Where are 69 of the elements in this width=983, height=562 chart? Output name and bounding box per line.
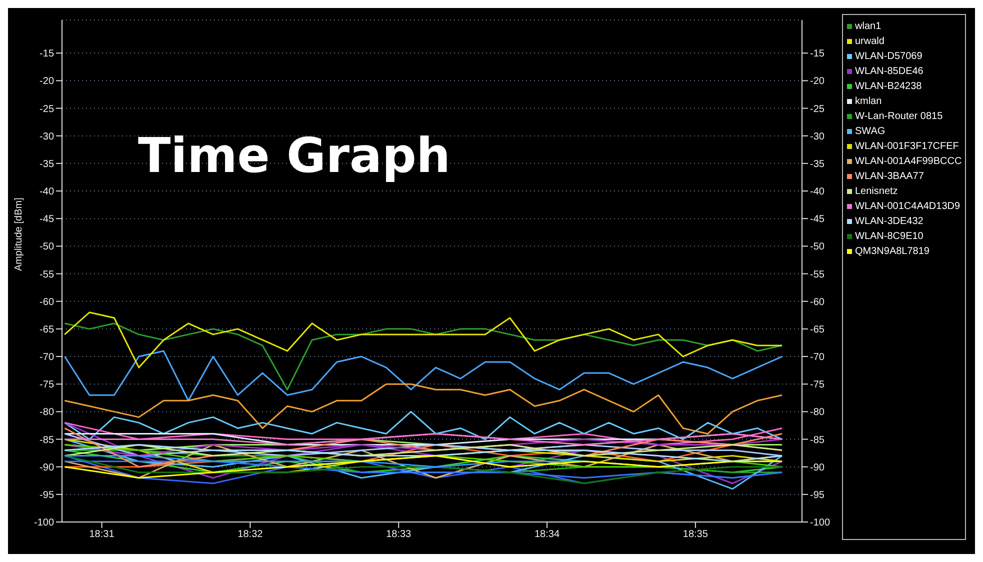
line-series <box>64 322 783 390</box>
legend-label: QM3N9A8L7819 <box>855 246 930 257</box>
y-tick-label: -50 <box>40 242 54 253</box>
y2-tick-label: -20 <box>810 76 825 88</box>
y2-tick-label: -45 <box>810 214 825 226</box>
line-series <box>64 460 783 479</box>
legend-label: WLAN-001F3F17CFEF <box>855 141 959 152</box>
y-tick-label: -45 <box>40 214 54 226</box>
y2-tick-label: -65 <box>810 324 825 336</box>
y-tick-label: -25 <box>40 104 54 115</box>
x-tick-label: 18:32 <box>238 529 264 540</box>
y-tick-label: -95 <box>40 490 54 501</box>
y2-tick-label: -60 <box>810 296 825 308</box>
y2-tick-label: -40 <box>810 186 825 198</box>
line-series <box>64 444 783 462</box>
y2-tick-label: -50 <box>810 242 825 253</box>
line-series <box>64 312 783 368</box>
y2-tick-label: -75 <box>810 380 825 391</box>
legend-label: WLAN-B24238 <box>855 81 922 92</box>
line-series <box>64 383 783 434</box>
legend-label: WLAN-3DE432 <box>855 216 924 227</box>
y-tick-label: -70 <box>40 352 54 364</box>
line-series <box>64 455 783 479</box>
y2-tick-label: -95 <box>810 490 825 501</box>
y-tick-label: -60 <box>40 296 54 308</box>
y-tick-label: -75 <box>40 380 54 391</box>
legend-label: WLAN-D57069 <box>855 51 922 62</box>
y2-tick-label: -100 <box>810 518 830 529</box>
line-series <box>64 350 783 402</box>
legend-label: WLAN-8C9E10 <box>855 231 924 242</box>
y2-tick-label: -15 <box>810 48 825 60</box>
y2-tick-label: -55 <box>810 269 825 280</box>
y2-tick-label: -35 <box>810 158 825 170</box>
y2-tick-label: -25 <box>810 104 825 115</box>
legend-label: Lenisnetz <box>855 186 898 197</box>
x-tick-label: 18:35 <box>682 529 708 540</box>
y2-tick-label: -85 <box>810 434 825 446</box>
legend-label: kmlan <box>855 96 882 107</box>
legend-label: WLAN-001A4F99BCCC <box>855 156 962 167</box>
y-tick-label: -30 <box>40 131 54 142</box>
y2-tick-label: -80 <box>810 407 825 418</box>
y-tick-label: -15 <box>40 48 54 60</box>
y-axis-title: Amplitude [dBm] <box>14 197 25 271</box>
y-tick-label: -85 <box>40 434 54 446</box>
y-tick-label: -100 <box>34 518 54 529</box>
y-tick-label: -55 <box>40 269 54 280</box>
legend-label: WLAN-85DE46 <box>855 66 924 77</box>
legend-label: WLAN-3BAA77 <box>855 171 924 182</box>
y-tick-label: -35 <box>40 158 54 170</box>
y-tick-label: -20 <box>40 76 54 88</box>
y-tick-label: -90 <box>40 462 54 474</box>
text: Time Graph <box>138 128 450 184</box>
legend-label: WLAN-001C4A4D13D9 <box>855 201 960 212</box>
y2-tick-label: -90 <box>810 462 825 474</box>
legend-label: urwald <box>855 36 884 47</box>
legend-label: W-Lan-Router 0815 <box>855 111 943 122</box>
legend-label: wlan1 <box>855 21 882 32</box>
x-tick-label: 18:34 <box>534 529 560 540</box>
x-tick-label: 18:31 <box>89 529 115 540</box>
y-tick-label: -80 <box>40 407 54 418</box>
legend-label: SWAG <box>855 126 886 137</box>
line-series <box>64 455 783 484</box>
y-tick-label: -65 <box>40 324 54 336</box>
y-tick-label: -40 <box>40 186 54 198</box>
x-tick-label: 18:33 <box>386 529 412 540</box>
line-series <box>64 432 783 457</box>
y2-tick-label: -70 <box>810 352 825 364</box>
line-series <box>64 410 783 440</box>
y2-tick-label: -30 <box>810 131 825 142</box>
